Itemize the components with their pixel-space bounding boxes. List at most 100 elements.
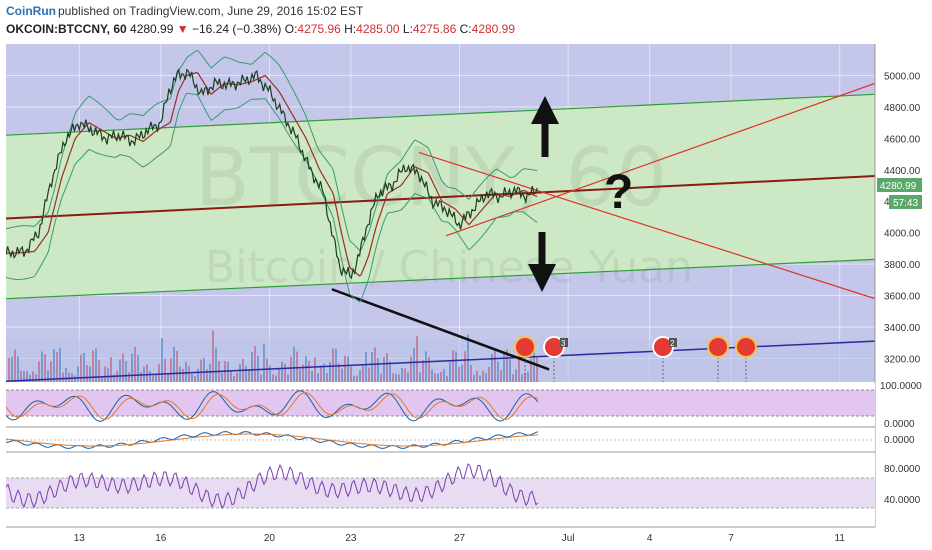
volume-bar — [290, 356, 292, 382]
volume-bar — [395, 373, 397, 382]
change-arrow-icon: ▼ — [176, 22, 189, 36]
volume-bar — [518, 353, 520, 382]
main-plot-area: BTCCNY, 60 Bitcoin / Chinese Yuan — [6, 35, 875, 382]
volume-bar — [317, 373, 319, 382]
question-mark: ? — [604, 166, 633, 219]
time-tick-label: Jul — [562, 533, 575, 544]
countdown-badge — [889, 195, 922, 209]
flag-count: 2 — [670, 339, 675, 348]
flag-icon[interactable] — [514, 336, 536, 358]
volume-bar — [488, 367, 490, 382]
high-value: 4285.00 — [356, 22, 400, 36]
open-value: 4275.96 — [297, 22, 341, 36]
volume-bar — [536, 357, 538, 382]
volume-bar — [362, 365, 364, 382]
volume-bar — [35, 374, 37, 382]
volume-bar — [101, 375, 103, 382]
bollinger-upper-line — [6, 49, 538, 251]
volume-bar — [491, 353, 493, 382]
time-tick-label: 16 — [155, 533, 167, 544]
time-tick-label: 20 — [264, 533, 276, 544]
bollinger-lower-line — [6, 92, 538, 303]
volume-bar — [461, 364, 463, 382]
volume-bar — [50, 361, 52, 382]
volume-bar — [188, 366, 190, 382]
volume-bar — [323, 363, 325, 382]
volume-bar — [302, 364, 304, 382]
volume-bar — [431, 369, 433, 382]
volume-bar — [176, 350, 178, 382]
volume-bar — [20, 370, 22, 382]
volume-bar — [38, 361, 40, 382]
volume-bar — [281, 361, 283, 382]
volume-bar — [236, 372, 238, 382]
volume-bar — [407, 372, 409, 382]
volume-bar — [239, 364, 241, 382]
low-label: L: — [402, 22, 413, 36]
volume-bar — [356, 375, 358, 382]
volume-bar — [341, 368, 343, 382]
volume-bar — [293, 346, 295, 382]
volume-bar — [497, 361, 499, 382]
volume-bar — [500, 370, 502, 382]
author-name[interactable]: CoinRun — [6, 4, 56, 18]
volume-bar — [296, 351, 298, 382]
price-tick-label: 4000.00 — [884, 229, 921, 240]
volume-bar — [443, 368, 445, 382]
price-tick-label: 3600.00 — [884, 292, 921, 303]
volume-bar — [329, 361, 331, 382]
volume-bar — [338, 363, 340, 382]
volume-bar — [128, 372, 130, 382]
volume-bar — [512, 374, 514, 382]
volume-bar — [428, 356, 430, 382]
price-tick-label: 4800.00 — [884, 103, 921, 114]
volume-bar — [377, 358, 379, 382]
volume-bar — [164, 358, 166, 382]
volume-bar — [482, 370, 484, 382]
volume-bar — [278, 368, 280, 382]
volume-bar — [467, 334, 469, 382]
volume-bar — [8, 358, 10, 382]
volume-bar — [44, 354, 46, 382]
symbol-label[interactable]: OKCOIN:BTCCNY, 60 — [6, 22, 127, 36]
volume-bar — [53, 349, 55, 382]
time-axis[interactable]: 13 16 20 23 27 Jul 4 7 11 — [74, 533, 846, 544]
flag-icon[interactable] — [707, 336, 729, 358]
volume-bar — [353, 375, 355, 382]
trend-line-upper-blue — [6, 35, 120, 43]
volume-bar — [404, 368, 406, 382]
volume-bar — [185, 362, 187, 382]
price-tick-label: 3200.00 — [884, 354, 921, 365]
volume-bar — [287, 374, 289, 382]
flag-count-badge — [669, 338, 677, 347]
volume-bar — [137, 355, 139, 382]
volume-bar — [533, 351, 535, 382]
volume-bar — [371, 352, 373, 382]
volume-bar — [452, 350, 454, 382]
volume-bar — [167, 374, 169, 382]
volume-bar — [509, 359, 511, 382]
volume-bar — [47, 370, 49, 382]
volume-bar — [392, 373, 394, 382]
volume-bar — [434, 373, 436, 382]
volume-bar — [23, 371, 25, 382]
volume-bar — [251, 351, 253, 382]
volume-bar — [122, 353, 124, 382]
volume-bar — [215, 347, 217, 382]
volume-bar — [413, 348, 415, 382]
volume-bar — [203, 357, 205, 382]
volume-bar — [530, 358, 532, 382]
volume-bar — [314, 357, 316, 382]
macd-signal-line — [5, 433, 539, 447]
price-tick-label: 4600.00 — [884, 134, 921, 145]
volume-bar — [221, 372, 223, 382]
flag-icon[interactable] — [735, 336, 757, 358]
volume-bar — [299, 369, 301, 382]
volume-bar — [347, 356, 349, 382]
volume-bar — [248, 369, 250, 382]
low-value: 4275.86 — [412, 22, 457, 36]
price-tick-label: 3800.00 — [884, 260, 921, 271]
flag-count: 3 — [561, 339, 566, 348]
volume-bar — [383, 357, 385, 382]
